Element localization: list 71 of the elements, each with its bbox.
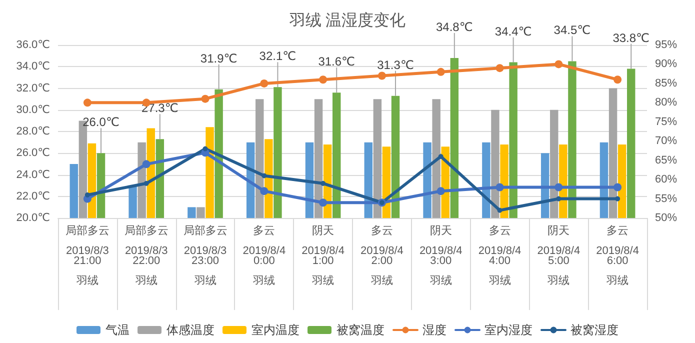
legend-label: 被窝温度 <box>336 323 384 337</box>
x-tick-label: 阴天 2019/8/4 5:00 羽绒 <box>537 225 580 287</box>
data-label: 34.5℃ <box>554 23 591 38</box>
data-label: 34.8℃ <box>436 20 473 34</box>
y2-tick-label: 70% <box>655 135 678 148</box>
y-tick-label: 26.0℃ <box>16 147 50 160</box>
point <box>142 160 150 168</box>
data-label: 31.9℃ <box>200 51 238 66</box>
data-label: 31.3℃ <box>377 58 414 72</box>
point <box>84 192 90 198</box>
y2-tick-label: 65% <box>655 154 678 166</box>
point <box>615 196 620 202</box>
x-tick-label: 多云 2019/8/4 0:00 羽绒 <box>242 225 286 287</box>
x-tick-label: 局部多云 2019/8/3 22:00 羽绒 <box>124 224 168 287</box>
data-label: 33.8℃ <box>612 30 650 45</box>
point <box>614 76 622 84</box>
y2-tick-label: 85% <box>655 77 678 90</box>
point <box>436 187 445 196</box>
y-tick-label: 24.0℃ <box>16 168 50 181</box>
y2-tick-label: 95% <box>655 39 678 51</box>
point <box>260 79 268 88</box>
x-tick-label: 局部多云 2019/8/3 23:00 羽绒 <box>183 224 228 287</box>
legend-label: 体感温度 <box>166 323 214 337</box>
point <box>496 64 504 72</box>
y2-tick-label: 75% <box>655 116 678 128</box>
y-tick-label: 28.0℃ <box>16 126 50 138</box>
data-label: 34.4℃ <box>494 24 532 38</box>
point <box>319 198 328 207</box>
point <box>556 196 562 202</box>
x-tick-label: 多云 2019/8/4 2:00 羽绒 <box>360 225 404 287</box>
point <box>378 72 386 80</box>
point <box>319 76 328 84</box>
x-tick-label: 局部多云 2019/8/3 21:00 羽绒 <box>65 224 110 287</box>
legend-label: 湿度 <box>422 323 446 337</box>
legend-label: 室内温度 <box>252 323 300 337</box>
point <box>554 183 563 192</box>
point <box>496 183 504 192</box>
chart-title: 羽绒 温湿度变化 <box>288 12 406 30</box>
x-tick-label: 多云 2019/8/4 4:00 羽绒 <box>478 225 522 287</box>
point <box>262 173 267 178</box>
y2-tick-label: 50% <box>655 212 678 224</box>
legend-label: 气温 <box>106 323 130 337</box>
y-tick-label: 20.0℃ <box>16 212 50 224</box>
legend-label: 室内湿度 <box>484 323 532 337</box>
legend-label: 被窝湿度 <box>570 323 618 337</box>
y-tick-label: 32.0℃ <box>16 82 50 94</box>
y2-tick-label: 55% <box>655 192 678 205</box>
point <box>614 183 622 192</box>
x-tick-label: 阴天 2019/8/4 1:00 羽绒 <box>302 225 344 287</box>
y-tick-label: 22.0℃ <box>16 190 50 202</box>
y-tick-label: 30.0℃ <box>16 104 50 116</box>
point <box>201 94 210 103</box>
y-tick-label: 36.0℃ <box>16 39 50 51</box>
y2-tick-label: 80% <box>655 96 678 109</box>
point <box>497 208 502 213</box>
y-tick-label: 34.0℃ <box>16 60 50 73</box>
point <box>83 98 92 107</box>
point <box>144 180 149 186</box>
x-tick-label: 多云 2019/8/4 6:00 羽绒 <box>596 225 639 287</box>
point <box>260 187 268 196</box>
point <box>436 68 445 76</box>
point <box>554 60 563 68</box>
y2-tick-label: 60% <box>655 174 678 186</box>
data-label: 32.1℃ <box>259 49 296 64</box>
point <box>202 146 208 152</box>
data-label: 26.0℃ <box>82 115 120 130</box>
y2-tick-label: 90% <box>655 58 678 70</box>
point <box>438 154 444 159</box>
data-label: 31.6℃ <box>318 54 356 69</box>
x-tick-label: 阴天 2019/8/4 3:00 羽绒 <box>419 225 462 287</box>
point <box>320 180 326 186</box>
